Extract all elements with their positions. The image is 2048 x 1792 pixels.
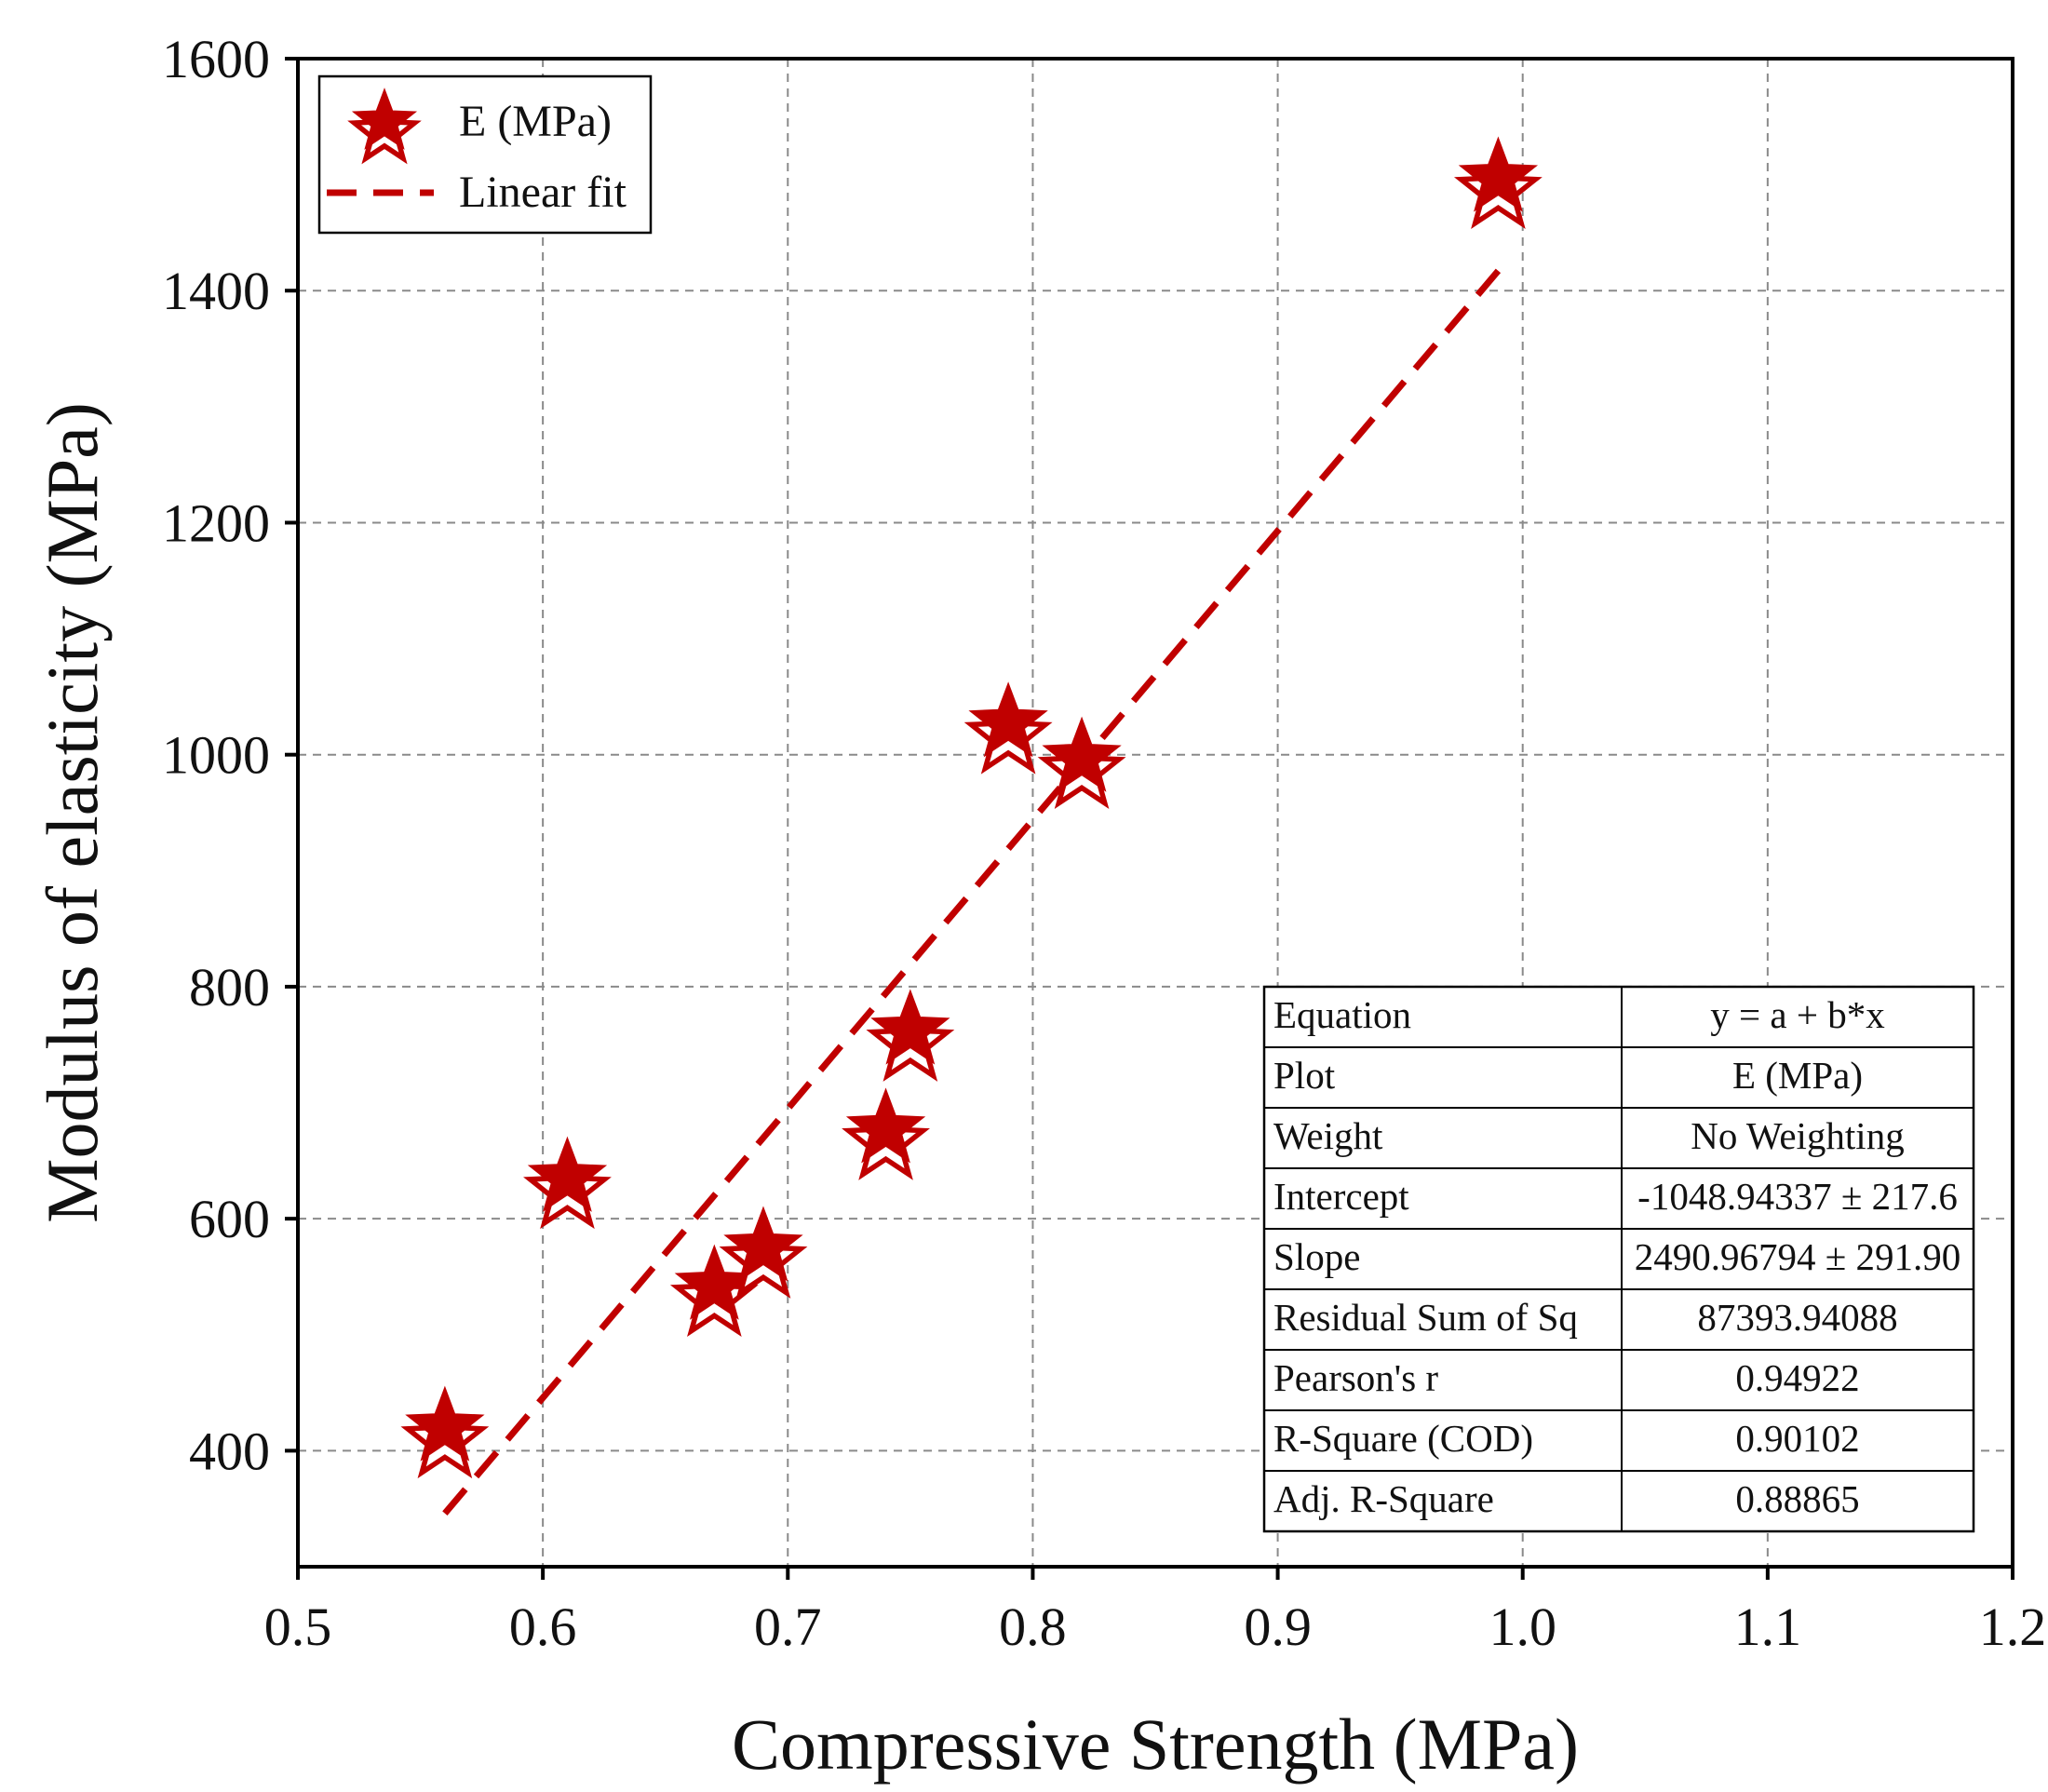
star-filled-icon [870, 989, 950, 1065]
data-point-4 [719, 1206, 808, 1299]
stats-label: Adj. R-Square [1273, 1477, 1494, 1520]
stats-label: Intercept [1273, 1175, 1409, 1218]
star-filled-icon [405, 1385, 485, 1462]
star-filled-icon [723, 1206, 803, 1282]
stats-label: Pearson's r [1273, 1356, 1438, 1399]
star-filled-icon [845, 1087, 926, 1164]
stats-label: R-Square (COD) [1273, 1417, 1533, 1460]
x-tick-label: 1.0 [1489, 1597, 1556, 1657]
data-point-6 [866, 989, 955, 1082]
stats-table-frame [1262, 985, 1975, 1533]
y-tick-label: 800 [189, 957, 270, 1017]
x-axis-title: Compressive Strength (MPa) [732, 1704, 1579, 1785]
y-tick-label: 1400 [162, 261, 270, 321]
y-tick-label: 1000 [162, 725, 270, 786]
stats-value: y = a + b*x [1710, 993, 1884, 1036]
star-filled-icon [968, 681, 1048, 758]
stats-label: Weight [1273, 1114, 1383, 1157]
y-tick-label: 1200 [162, 492, 270, 553]
stats-table: Equation y = a + b*x Plot E (MPa) Weight No W… [1262, 985, 1975, 1533]
legend-label-fit: Linear fit [459, 168, 627, 217]
legend-star-icon [347, 88, 422, 165]
star-filled-icon [1458, 136, 1539, 212]
stats-value: 0.94922 [1735, 1356, 1859, 1399]
data-point-2 [523, 1136, 612, 1230]
stats-value: 0.90102 [1735, 1417, 1859, 1460]
stats-label: Slope [1273, 1235, 1360, 1278]
y-axis-title: Modulus of elasticity (MPa) [32, 402, 113, 1223]
axes-layer: 0.5 0.6 0.7 0.8 0.9 1.0 1.1 1.2 400 600 800 1000 120… [162, 29, 2046, 1657]
stats-value: 87393.94088 [1697, 1296, 1897, 1339]
x-tick-label: 1.2 [1979, 1597, 2047, 1657]
data-point-5 [842, 1087, 930, 1180]
x-tick-label: 0.9 [1244, 1597, 1312, 1657]
stats-label: Residual Sum of Sq [1273, 1296, 1578, 1339]
x-tick-label: 1.1 [1734, 1597, 1802, 1657]
stats-value: No Weighting [1691, 1114, 1904, 1157]
data-point-1 [400, 1385, 490, 1479]
y-tick-label: 600 [189, 1189, 270, 1249]
x-tick-label: 0.8 [999, 1597, 1067, 1657]
star-filled-icon [1042, 716, 1122, 792]
x-tick-label: 0.6 [509, 1597, 577, 1657]
stats-value: 0.88865 [1735, 1477, 1859, 1520]
data-point-8 [1037, 716, 1126, 810]
x-tick-label: 0.5 [264, 1597, 332, 1657]
y-tick-label: 400 [189, 1421, 270, 1481]
stats-label: Equation [1273, 993, 1411, 1036]
linear-fit-line [442, 268, 1502, 1516]
points-layer [400, 136, 1543, 1479]
stats-value: E (MPa) [1732, 1054, 1863, 1097]
data-point-9 [1453, 136, 1543, 229]
y-tick-label: 1600 [162, 29, 270, 89]
legend-layer: E (MPa) Linear fit [317, 74, 653, 235]
x-tick-label: 0.7 [754, 1597, 822, 1657]
star-filled-icon [351, 88, 418, 150]
stats-value: 2490.96794 ± 291.90 [1635, 1235, 1961, 1278]
data-point-7 [963, 681, 1053, 775]
plot-frame [296, 57, 2014, 1569]
stats-label: Plot [1273, 1054, 1336, 1097]
stats-value: -1048.94337 ± 217.6 [1637, 1175, 1958, 1218]
star-filled-icon [527, 1136, 608, 1212]
fit-layer [442, 268, 1502, 1516]
legend-label-series: E (MPa) [459, 97, 612, 146]
